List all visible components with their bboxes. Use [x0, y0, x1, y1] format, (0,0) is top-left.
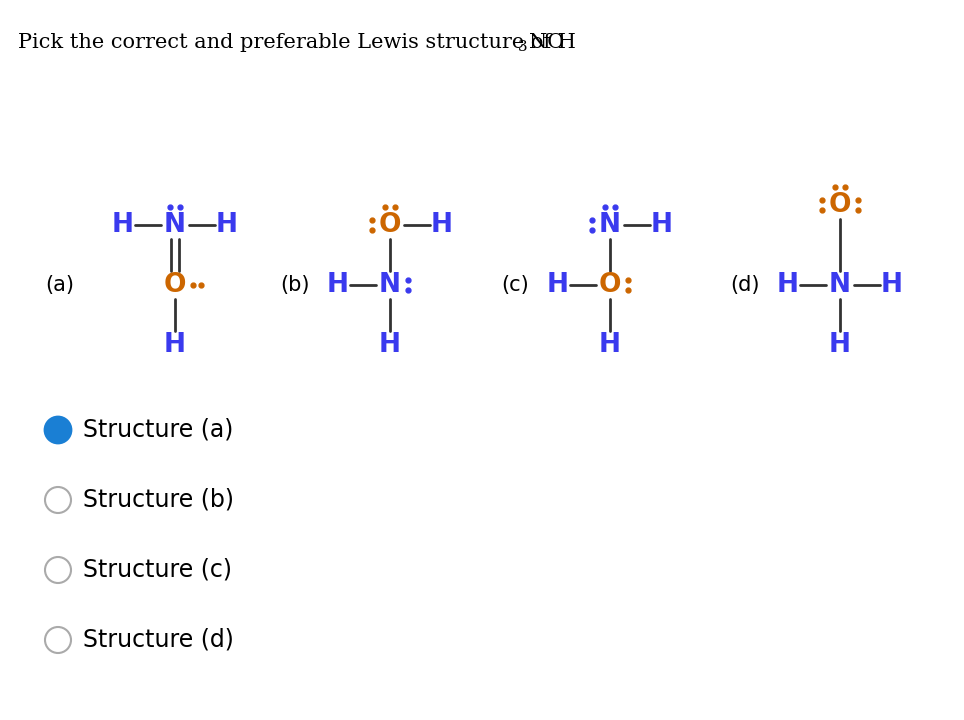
Ellipse shape: [51, 423, 65, 437]
Text: (d): (d): [731, 275, 760, 295]
Text: H: H: [164, 332, 186, 358]
Ellipse shape: [45, 417, 71, 443]
Text: H: H: [829, 332, 851, 358]
Text: (b): (b): [281, 275, 309, 295]
Text: O: O: [379, 212, 401, 238]
Text: N: N: [829, 272, 851, 298]
Text: O: O: [599, 272, 621, 298]
Text: H: H: [599, 332, 621, 358]
Text: O: O: [164, 272, 186, 298]
Text: Structure (c): Structure (c): [83, 558, 232, 582]
Text: H: H: [216, 212, 238, 238]
Text: Structure (b): Structure (b): [83, 488, 234, 512]
Text: N: N: [599, 212, 621, 238]
Text: H: H: [327, 272, 349, 298]
Text: H: H: [547, 272, 569, 298]
Text: O: O: [829, 192, 851, 218]
Text: Structure (d): Structure (d): [83, 628, 234, 652]
Text: (a): (a): [45, 275, 74, 295]
Text: H: H: [651, 212, 673, 238]
Text: H: H: [431, 212, 453, 238]
Text: H: H: [379, 332, 401, 358]
Text: H: H: [777, 272, 799, 298]
Text: (c): (c): [501, 275, 529, 295]
Text: Structure (a): Structure (a): [83, 418, 233, 442]
Text: H: H: [881, 272, 903, 298]
Text: Pick the correct and preferable Lewis structure of H: Pick the correct and preferable Lewis st…: [18, 32, 576, 52]
Text: NO: NO: [529, 32, 564, 52]
Text: N: N: [379, 272, 401, 298]
Text: N: N: [164, 212, 186, 238]
Text: 3: 3: [518, 40, 527, 54]
Text: H: H: [112, 212, 134, 238]
